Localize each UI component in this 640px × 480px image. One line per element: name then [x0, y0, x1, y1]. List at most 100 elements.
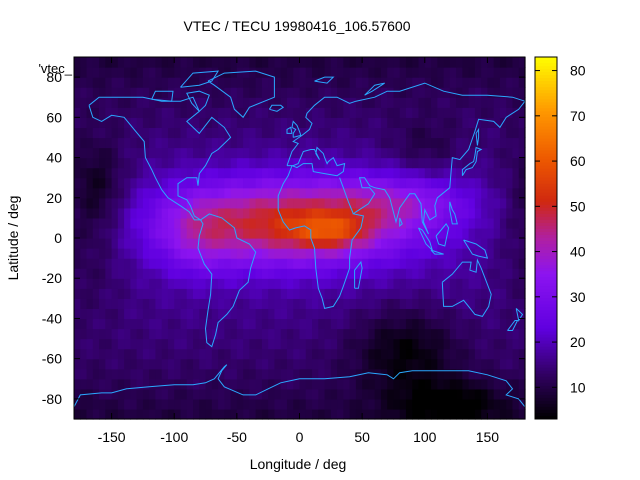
heatmap-cell	[155, 157, 163, 169]
heatmap-cell	[368, 368, 376, 380]
heatmap-cell	[481, 318, 489, 330]
colorbar-segment	[535, 231, 557, 236]
heatmap-cell	[387, 318, 395, 330]
heatmap-cell	[261, 127, 269, 139]
heatmap-cell	[506, 177, 514, 189]
heatmap-cell	[343, 197, 351, 209]
heatmap-cell	[249, 378, 257, 390]
heatmap-cell	[180, 318, 188, 330]
heatmap-cell	[167, 127, 175, 139]
heatmap-cell	[99, 117, 106, 128]
heatmap-cell	[387, 308, 395, 320]
heatmap-cell	[92, 328, 100, 340]
heatmap-cell	[393, 117, 401, 128]
colorbar-segment	[535, 262, 557, 266]
heatmap-cell	[499, 238, 507, 249]
heatmap-cell	[299, 348, 307, 360]
heatmap-cell	[86, 57, 94, 68]
heatmap-cell	[493, 127, 501, 139]
heatmap-cell	[236, 358, 244, 370]
heatmap-cell	[487, 328, 495, 340]
colorbar-segment	[535, 415, 557, 420]
heatmap-cell	[312, 278, 319, 289]
heatmap-cell	[456, 348, 463, 360]
heatmap-cell	[224, 338, 232, 350]
heatmap-cell	[205, 147, 213, 159]
heatmap-cell	[174, 358, 182, 370]
heatmap-cell	[193, 127, 200, 139]
heatmap-cell	[117, 147, 125, 159]
heatmap-cell	[318, 368, 326, 380]
heatmap-cell	[130, 238, 138, 249]
heatmap-cell	[124, 338, 131, 350]
heatmap-cell	[431, 238, 438, 249]
heatmap-cell	[343, 77, 351, 88]
heatmap-cell	[493, 298, 501, 309]
heatmap-cell	[405, 358, 413, 370]
heatmap-cell	[481, 137, 489, 149]
heatmap-cell	[499, 258, 507, 269]
heatmap-cell	[261, 107, 269, 118]
heatmap-cell	[249, 278, 257, 289]
heatmap-cell	[374, 147, 382, 159]
heatmap-cell	[180, 137, 188, 149]
heatmap-cell	[249, 127, 257, 139]
heatmap-cell	[136, 288, 144, 299]
heatmap-cell	[343, 217, 351, 229]
heatmap-cell	[437, 328, 445, 340]
heatmap-cell	[474, 227, 482, 239]
heatmap-cell	[405, 177, 413, 189]
heatmap-cell	[124, 217, 131, 229]
heatmap-cell	[437, 107, 445, 118]
heatmap-cell	[493, 278, 501, 289]
heatmap-cell	[74, 197, 81, 209]
heatmap-cell	[506, 97, 514, 108]
heatmap-cell	[268, 378, 276, 390]
heatmap-cell	[487, 217, 495, 229]
heatmap-cell	[149, 258, 157, 269]
heatmap-cell	[193, 167, 200, 179]
heatmap-cell	[142, 167, 150, 179]
heatmap-cell	[405, 388, 413, 400]
heatmap-cell	[405, 368, 413, 380]
heatmap-cell	[224, 97, 232, 108]
heatmap-cell	[481, 147, 489, 159]
heatmap-cell	[274, 77, 282, 88]
heatmap-cell	[199, 308, 207, 320]
heatmap-cell	[456, 137, 463, 149]
heatmap-cell	[99, 408, 106, 420]
heatmap-cell	[211, 308, 219, 320]
heatmap-cell	[155, 408, 163, 420]
heatmap-cell	[399, 167, 407, 179]
heatmap-cell	[481, 378, 489, 390]
heatmap-cell	[255, 217, 263, 229]
heatmap-cell	[393, 248, 401, 259]
heatmap-cell	[186, 147, 194, 159]
heatmap-cell	[443, 408, 451, 420]
heatmap-cell	[506, 278, 514, 289]
heatmap-cell	[293, 147, 301, 159]
heatmap-cell	[493, 197, 501, 209]
heatmap-cell	[412, 308, 420, 320]
heatmap-cell	[443, 167, 451, 179]
heatmap-cell	[481, 408, 489, 420]
heatmap-cell	[449, 408, 457, 420]
heatmap-cell	[506, 187, 514, 199]
heatmap-cell	[405, 268, 413, 279]
heatmap-cell	[99, 217, 106, 229]
colorbar-tick-label: 80	[570, 63, 586, 79]
heatmap-cell	[286, 117, 294, 128]
heatmap-cell	[286, 157, 294, 169]
heatmap-cell	[280, 227, 288, 239]
heatmap-cell	[230, 177, 238, 189]
heatmap-cell	[80, 77, 88, 88]
heatmap-cell	[224, 248, 232, 259]
heatmap-cell	[199, 167, 207, 179]
heatmap-cell	[343, 67, 351, 78]
heatmap-cell	[105, 378, 113, 390]
heatmap-cell	[318, 298, 326, 309]
heatmap-cell	[142, 227, 150, 239]
heatmap-cell	[286, 77, 294, 88]
heatmap-cell	[136, 398, 144, 410]
heatmap-cell	[243, 67, 250, 78]
